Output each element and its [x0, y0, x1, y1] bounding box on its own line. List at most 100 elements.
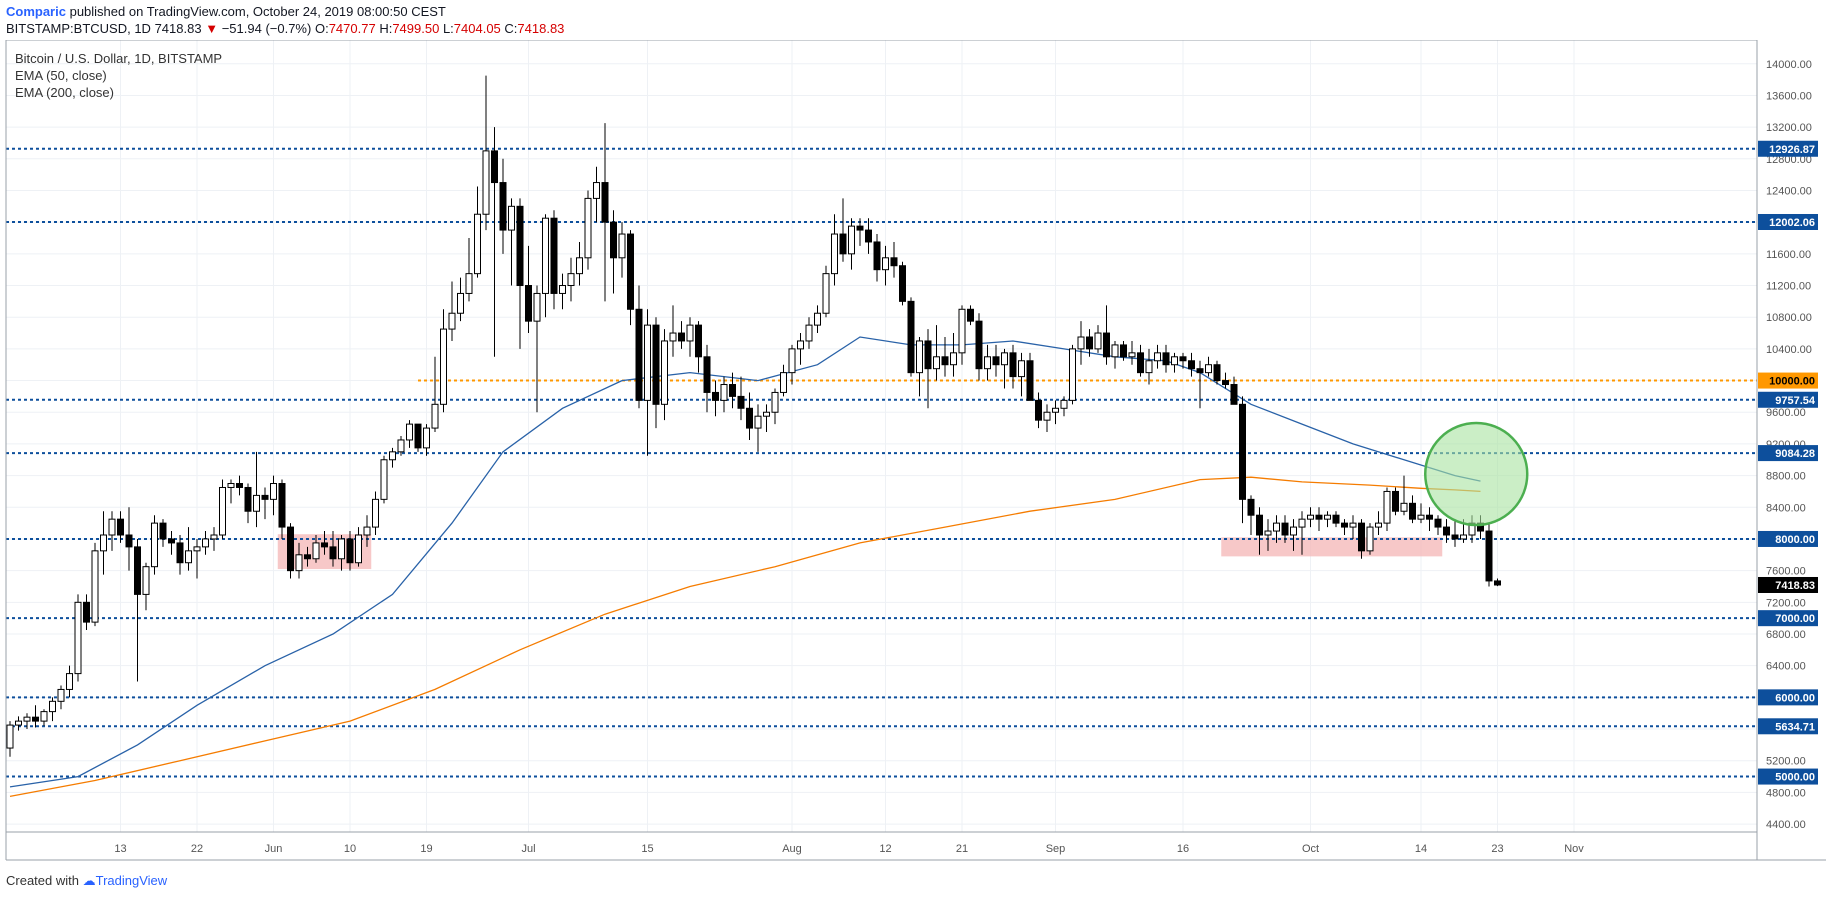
candle-down	[746, 407, 753, 429]
candle-up	[644, 324, 651, 401]
candle-up	[822, 273, 830, 314]
candle-up	[1077, 336, 1085, 350]
level-badge-label: 5634.71	[1775, 721, 1815, 733]
candle-down	[176, 542, 184, 564]
candle-down	[1315, 514, 1323, 520]
candle-down	[1222, 380, 1229, 386]
candle-up	[720, 384, 728, 401]
candle-down	[1341, 522, 1348, 528]
candle-up	[1205, 364, 1212, 374]
candle-up	[1001, 352, 1008, 366]
candle-down	[1026, 360, 1034, 401]
candle-up	[508, 205, 515, 231]
candle-up	[831, 233, 838, 275]
candle-up	[1018, 360, 1025, 378]
x-tick-label: 15	[641, 843, 653, 855]
candle-down	[304, 554, 311, 560]
x-tick-label: 10	[344, 843, 356, 855]
candle-up	[448, 312, 456, 330]
price-chart[interactable]: 14000.00 13600.00 13200.00 12800.00 12400.00…	[0, 40, 1828, 863]
candle-down	[244, 486, 252, 512]
y-tick-label: 13200.00	[1766, 122, 1812, 134]
x-tick-label: Aug	[782, 843, 802, 855]
level-badge-12002.06	[1758, 213, 1818, 230]
candle-up	[797, 340, 804, 350]
candle-up	[1043, 411, 1051, 421]
candle-up	[74, 601, 82, 675]
y-tick-label: 14000.00	[1766, 59, 1812, 71]
candle-up	[40, 711, 48, 722]
y-tick-label: 9600.00	[1766, 407, 1806, 419]
candle-up	[142, 566, 150, 595]
candle-down	[1392, 490, 1399, 512]
candle-up	[567, 273, 575, 287]
candle-up	[355, 534, 362, 564]
last-price-text: 7418.83	[154, 21, 202, 36]
candle-down	[1494, 580, 1501, 586]
level-badge-label: 12926.87	[1769, 144, 1815, 156]
candle-down	[1485, 530, 1493, 582]
x-tick-label: 12	[879, 843, 891, 855]
level-badge-label: 5000.00	[1775, 772, 1815, 784]
candle-down	[134, 546, 141, 595]
candle-up	[916, 340, 923, 374]
tradingview-brand-link[interactable]: TradingView	[95, 873, 168, 888]
candle-down	[839, 233, 847, 255]
candle-up	[1069, 348, 1076, 401]
candle-down	[261, 494, 269, 500]
level-badge-10000.00	[1758, 372, 1818, 389]
plot-border	[5, 40, 1758, 833]
candle-down	[992, 356, 1000, 366]
candle-up	[1375, 522, 1382, 528]
time-axis: 13 22 Jun 10 19 Jul 15 Aug 12 21 Sep 16 Oct 14 23 Nov	[114, 843, 1584, 855]
candle-down	[516, 205, 524, 287]
candle-down	[414, 423, 422, 449]
last-price-label: 7418.83	[1775, 580, 1815, 592]
candle-down	[865, 229, 872, 243]
candle-up	[423, 427, 430, 449]
y-tick-label: 12800.00	[1766, 154, 1812, 166]
candle-down	[975, 320, 983, 370]
candle-up	[15, 720, 22, 726]
candle-down	[287, 526, 294, 572]
candle-down	[491, 150, 498, 184]
candle-up	[389, 451, 396, 461]
low-label: L:	[442, 21, 454, 36]
candle-down	[729, 384, 736, 397]
y-tick-label: 4800.00	[1766, 787, 1806, 799]
candle-up	[1128, 352, 1136, 358]
candle-up	[185, 550, 192, 564]
candle-up	[984, 356, 991, 370]
green-circle-highlight	[1424, 421, 1529, 527]
level-badge-7000.00	[1758, 610, 1818, 627]
change-down-icon: ▼	[205, 21, 219, 36]
author-link[interactable]: Comparic	[6, 4, 66, 19]
candle-down	[1213, 364, 1221, 382]
candle-down	[1162, 352, 1170, 366]
level-badge-label: 9084.28	[1775, 448, 1815, 460]
candle-up	[210, 534, 218, 540]
open-label: O:	[314, 21, 329, 36]
open-value: 7470.77	[328, 21, 376, 36]
level-badge-9084.28	[1758, 445, 1818, 462]
candle-up	[151, 522, 158, 568]
candle-down	[1103, 332, 1110, 358]
candle-down	[1426, 514, 1433, 520]
legend-ema50[interactable]: EMA (50, close)	[15, 68, 107, 83]
legend-ema200[interactable]: EMA (200, close)	[15, 85, 114, 100]
candle-up	[1145, 360, 1153, 374]
candle-down	[856, 225, 864, 231]
candle-down	[635, 308, 643, 401]
y-tick-label: 6400.00	[1766, 661, 1806, 673]
candle-up	[1460, 534, 1467, 540]
header-published-line: Comparic published on TradingView.com, O…	[6, 4, 446, 19]
candle-down	[712, 391, 719, 401]
high-value: 7499.50	[392, 21, 440, 36]
candle-down	[278, 483, 286, 528]
level-badge-label: 6000.00	[1775, 692, 1815, 704]
candle-up	[1111, 344, 1119, 358]
candle-up	[584, 197, 592, 259]
candle-up	[661, 340, 668, 405]
candle-up	[882, 257, 889, 271]
low-value: 7404.05	[453, 21, 501, 36]
